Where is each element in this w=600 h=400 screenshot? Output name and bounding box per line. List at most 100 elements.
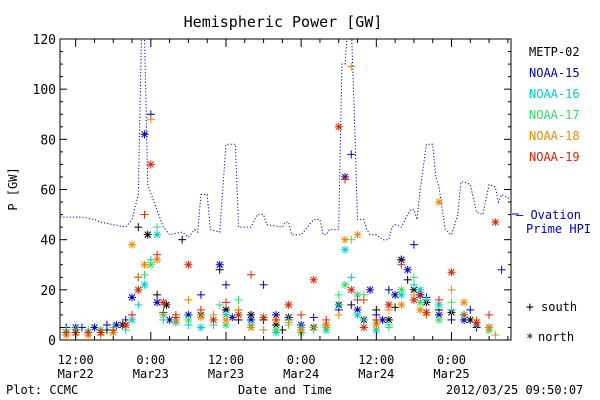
data-point-south [322,315,331,324]
axes-layer: 02040608010012012:00Mar220:00Mar2312:00M… [33,33,512,381]
data-point-north [196,323,205,332]
data-point-north [90,323,99,332]
y-tick-label: 20 [40,284,56,299]
data-point-north [247,315,256,324]
data-point-north [165,315,174,324]
data-point-north [353,310,362,319]
data-point-north [140,260,149,269]
data-point-south [347,273,356,282]
legend: METP-02 NOAA-15 NOAA-16 NOAA-17 NOAA-18 NOAA-… [529,45,580,164]
series-noaa-16 [62,230,494,337]
legend-entry-noaa-19: NOAA-19 [529,150,580,164]
data-point-south [409,280,418,289]
data-point-south [497,265,506,274]
data-point-south [77,323,86,332]
data-point-south [409,240,418,249]
data-point-south [384,285,393,294]
data-point-north [416,298,425,307]
data-point-north [234,310,243,319]
data-point-south [140,210,149,219]
data-point-south [353,295,362,304]
data-point-north [121,320,130,329]
data-point-south [397,260,406,269]
data-point-south [447,285,456,294]
data-point-north [422,308,431,317]
data-point-south [334,300,343,309]
data-point-south [447,305,456,314]
data-point-south [491,330,500,339]
data-point-north [434,315,443,324]
data-point-south [140,270,149,279]
data-point-north [272,325,281,334]
data-point-north [434,198,443,207]
data-point-north [341,245,350,254]
data-point-south [62,328,71,337]
legend-south-symbol: + [526,300,534,315]
data-point-north [434,300,443,309]
data-point-south [134,300,143,309]
data-point-south [347,150,356,159]
data-point-south [297,310,306,319]
data-point-south [347,300,356,309]
x-tick-label-date: Mar23 [133,367,169,381]
data-point-north [140,280,149,289]
legend-entry-noaa-18: NOAA-18 [529,129,580,143]
data-point-north [128,293,137,302]
data-point-north [221,315,230,324]
x-tick-label-date: Mar22 [58,367,94,381]
ovation-legend-line1: — Ovation [516,208,581,222]
data-point-south [196,290,205,299]
x-tick-label-date: Mar23 [208,367,244,381]
data-point-north [341,280,350,289]
data-point-north [153,298,162,307]
data-point-south [309,313,318,322]
data-point-north [184,315,193,324]
plot-frame [59,38,512,341]
data-point-south [247,270,256,279]
series-noaa-19 [62,122,500,337]
legend-entry-noaa-15: NOAA-15 [529,66,580,80]
data-point-south [447,298,456,307]
data-point-south [146,115,155,124]
data-point-north [272,310,281,319]
data-point-south [234,295,243,304]
points-layer [62,62,506,339]
data-point-north [143,230,152,239]
data-point-north [153,230,162,239]
ovation-legend-line2: Prime HPI [526,222,591,236]
data-point-north [184,260,193,269]
data-point-south [215,300,224,309]
x-tick-label-time: 0:00 [287,353,316,367]
data-point-north [146,160,155,169]
data-point-south [409,273,418,282]
data-point-north [128,240,137,249]
data-point-south [153,290,162,299]
x-tick-label-time: 12:00 [208,353,244,367]
legend-north-symbol: * [526,332,534,347]
data-point-north [416,305,425,314]
data-point-north [221,320,230,329]
y-tick-label: 120 [33,33,56,48]
data-point-south [153,250,162,259]
data-point-north [409,295,418,304]
data-point-north [485,323,494,332]
footer-timestamp: 2012/03/25 09:50:07 [446,383,583,397]
y-tick-label: 40 [40,234,56,249]
data-point-north [322,320,331,329]
data-point-north [259,313,268,322]
data-point-south [221,280,230,289]
data-point-south [309,323,318,332]
x-tick-label-time: 0:00 [136,353,165,367]
data-point-south [447,315,456,324]
data-point-south [359,315,368,324]
data-point-north [159,298,168,307]
data-point-south [422,295,431,304]
y-axis-label: P [GW] [6,167,20,210]
x-axis-label: Date and Time [238,383,332,397]
data-point-north [460,298,469,307]
data-point-north [196,313,205,322]
data-point-north [209,315,218,324]
x-tick-label-date: Mar24 [358,367,394,381]
data-point-north [384,300,393,309]
